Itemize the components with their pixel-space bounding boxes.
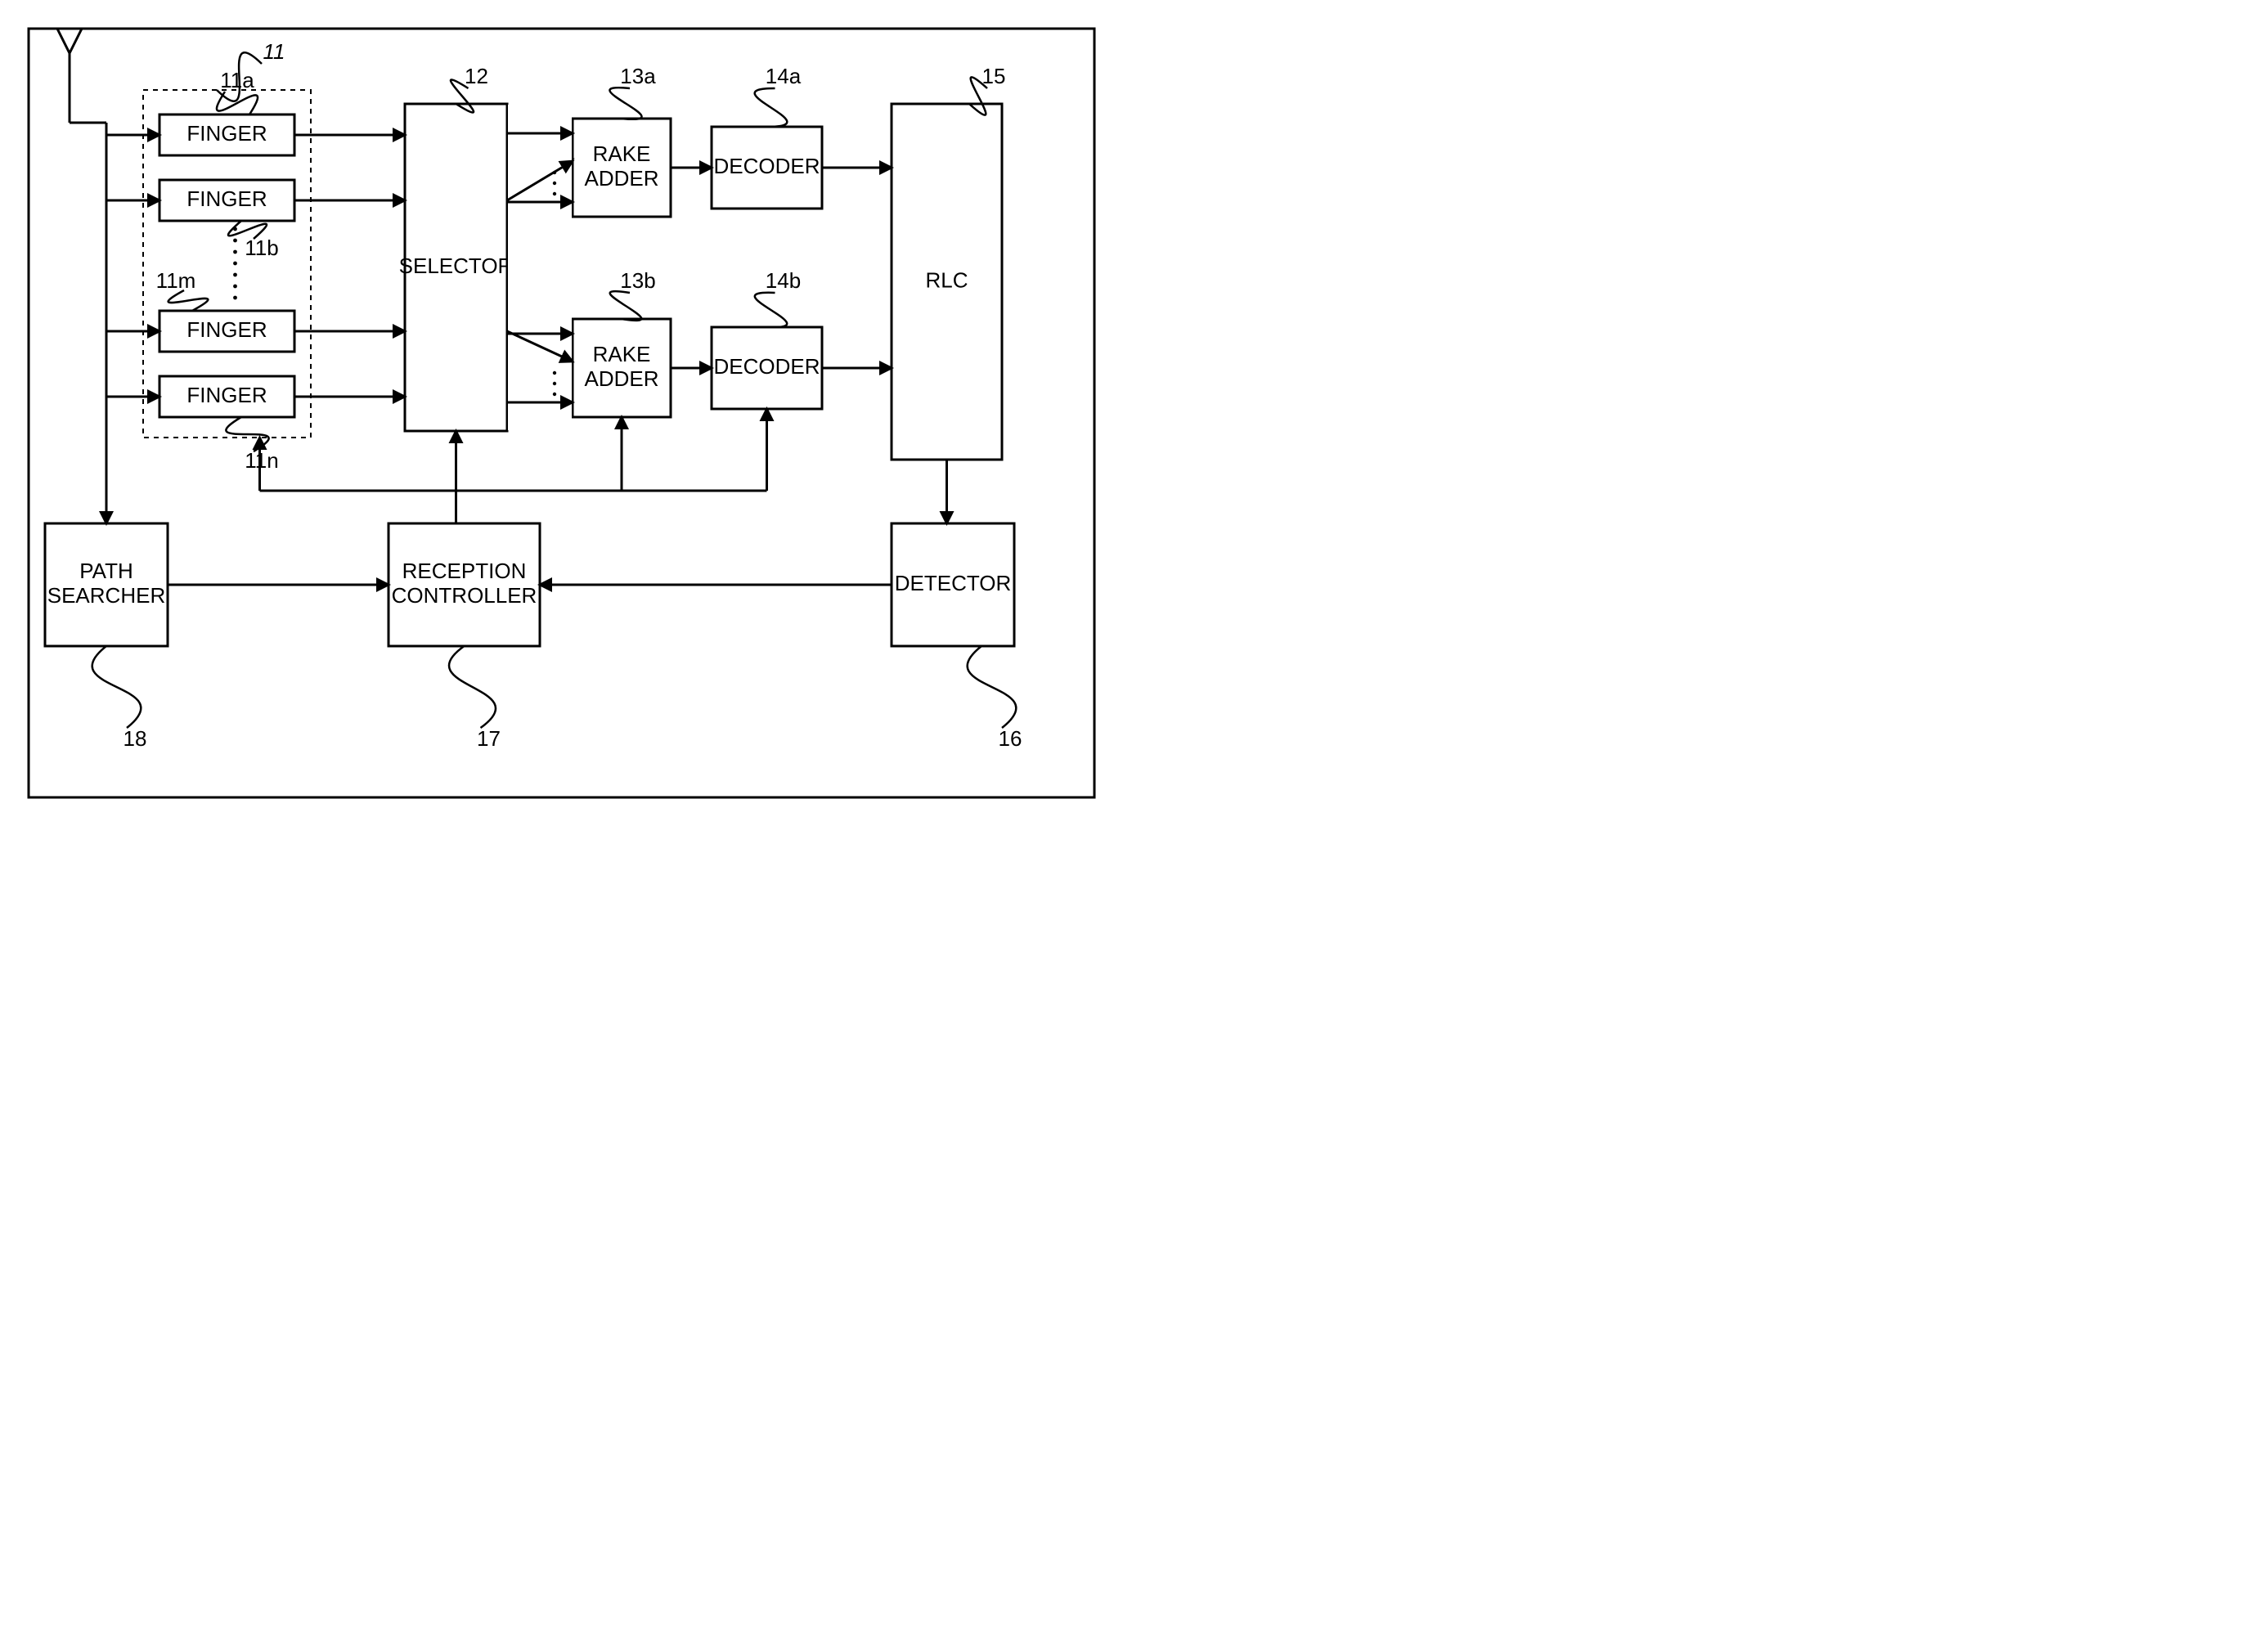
ref-14b: 14b <box>766 268 801 293</box>
finger-label-11a: FINGER <box>186 121 267 146</box>
ref-11m: 11m <box>156 268 196 293</box>
selector-label: SELECTOR <box>399 254 514 278</box>
reception-controller-label: RECEPTIONCONTROLLER <box>392 559 537 608</box>
rake-b-label: RAKEADDER <box>584 342 658 391</box>
ref-12: 12 <box>465 64 488 88</box>
finger-label-11m: FINGER <box>186 317 267 342</box>
finger-label-11b: FINGER <box>186 186 267 211</box>
ref-11a: 11a <box>220 68 254 92</box>
ref-14a: 14a <box>766 64 802 88</box>
ref-11n: 11n <box>245 448 278 473</box>
rake-a-label: RAKEADDER <box>584 141 658 191</box>
ref-17: 17 <box>477 726 501 751</box>
ref-16: 16 <box>999 726 1022 751</box>
decoder-a-label: DECODER <box>713 154 820 178</box>
finger-label-11n: FINGER <box>186 383 267 407</box>
ref-15: 15 <box>982 64 1006 88</box>
ref-13a: 13a <box>620 64 656 88</box>
ref-11b: 11b <box>245 236 278 260</box>
ref-18: 18 <box>124 726 147 751</box>
detector-label: DETECTOR <box>895 571 1012 595</box>
rlc-label: RLC <box>925 267 968 292</box>
decoder-b-label: DECODER <box>713 354 820 379</box>
ref-11: 11 <box>263 39 285 64</box>
ref-13b: 13b <box>620 268 655 293</box>
